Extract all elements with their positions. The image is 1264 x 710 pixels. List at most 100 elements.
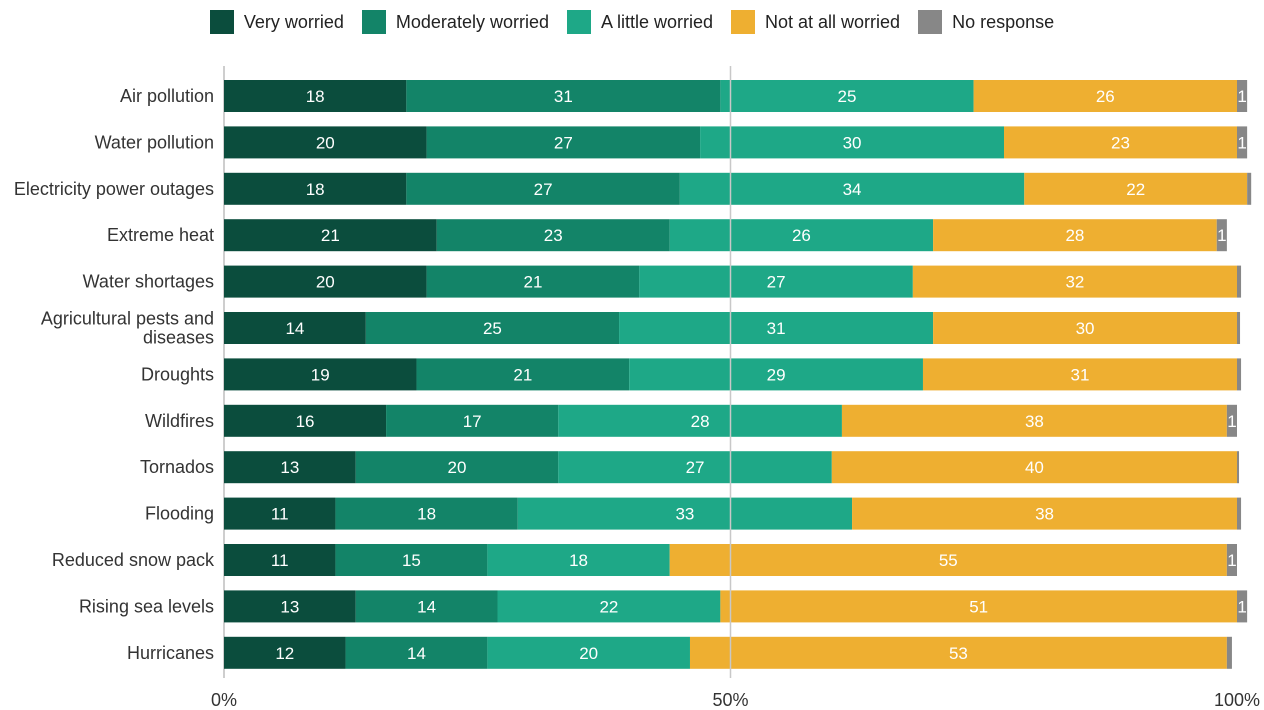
data-label: 14 bbox=[417, 597, 436, 616]
data-label: 14 bbox=[285, 319, 304, 338]
bar-segment bbox=[558, 404, 842, 437]
bar-segment bbox=[852, 497, 1237, 530]
bar-segment bbox=[831, 451, 1237, 484]
legend-item: Not at all worried bbox=[731, 10, 900, 34]
bar-segment bbox=[224, 219, 437, 252]
bar-segment bbox=[1226, 404, 1237, 437]
data-label: 21 bbox=[524, 273, 543, 292]
data-label: 1 bbox=[1227, 412, 1236, 431]
bar-segment bbox=[619, 312, 934, 344]
bar-segment bbox=[497, 590, 721, 623]
bar-segment bbox=[365, 312, 620, 344]
category-label: Reduced snow pack bbox=[52, 550, 215, 570]
data-label: 31 bbox=[554, 87, 573, 106]
data-label: 26 bbox=[792, 226, 811, 245]
data-label: 1 bbox=[1227, 551, 1236, 570]
data-label: 18 bbox=[417, 505, 436, 524]
bar-segment bbox=[224, 172, 407, 205]
bar-segment bbox=[1216, 219, 1227, 252]
bar-segment bbox=[1024, 172, 1248, 205]
data-label: 1 bbox=[1237, 133, 1246, 152]
bar-segment bbox=[669, 219, 934, 252]
data-label: 22 bbox=[1126, 180, 1145, 199]
category-label: Droughts bbox=[141, 364, 214, 384]
bar-segment bbox=[1226, 636, 1232, 669]
bar-segment bbox=[224, 265, 427, 298]
category-label: Rising sea levels bbox=[79, 596, 214, 616]
chart-legend: Very worried Moderately worried A little w… bbox=[0, 10, 1264, 34]
category-label: Water pollution bbox=[95, 132, 214, 152]
bar-segment bbox=[841, 404, 1227, 437]
category-label: Air pollution bbox=[120, 86, 214, 106]
category-label: Hurricanes bbox=[127, 643, 214, 663]
data-label: 20 bbox=[316, 273, 335, 292]
bar-segment bbox=[416, 358, 630, 391]
bar-segment bbox=[224, 312, 366, 344]
data-label: 16 bbox=[296, 412, 315, 431]
bar-segment bbox=[700, 126, 1005, 159]
bar-segment bbox=[224, 80, 407, 112]
bar-segment bbox=[1237, 126, 1248, 159]
bar-segment bbox=[426, 265, 640, 298]
bar-segment bbox=[1237, 451, 1240, 484]
bar-segment bbox=[639, 265, 913, 298]
legend-label: A little worried bbox=[600, 11, 714, 32]
legend-swatch bbox=[731, 10, 756, 34]
data-label: 14 bbox=[407, 644, 426, 663]
legend-label: Moderately worried bbox=[395, 11, 549, 32]
data-label: 12 bbox=[275, 644, 294, 663]
bar-segment bbox=[1237, 80, 1248, 112]
bar-segment bbox=[1237, 497, 1242, 530]
bar-segment bbox=[720, 590, 1237, 623]
category-label: Extreme heat bbox=[107, 225, 214, 245]
bar-segment bbox=[355, 590, 498, 623]
bar-segment bbox=[355, 451, 559, 484]
x-tick-label: 0% bbox=[211, 690, 237, 710]
bar-segment bbox=[224, 358, 417, 391]
data-label: 31 bbox=[1071, 365, 1090, 384]
bar-segment bbox=[335, 497, 518, 530]
bar-segment bbox=[629, 358, 923, 391]
bar-segment bbox=[224, 544, 336, 576]
legend-label: No response bbox=[952, 11, 1055, 32]
bar-segment bbox=[517, 497, 853, 530]
legend-label: Very worried bbox=[243, 11, 344, 32]
data-label: 18 bbox=[569, 551, 588, 570]
bar-segment bbox=[1237, 590, 1248, 623]
data-label: 20 bbox=[448, 458, 467, 477]
data-label: 28 bbox=[1065, 226, 1084, 245]
legend-item: No response bbox=[918, 10, 1054, 34]
data-label: 25 bbox=[838, 87, 857, 106]
bar-segment bbox=[224, 451, 356, 484]
data-label: 22 bbox=[599, 597, 618, 616]
data-label: 15 bbox=[402, 551, 421, 570]
legend-swatch bbox=[566, 10, 591, 34]
data-label: 31 bbox=[767, 319, 786, 338]
data-label: 20 bbox=[316, 133, 335, 152]
data-label: 51 bbox=[969, 597, 988, 616]
data-label: 13 bbox=[280, 597, 299, 616]
bar-segment bbox=[406, 80, 721, 112]
bar-segment bbox=[1247, 172, 1252, 205]
bar-segment bbox=[224, 126, 427, 159]
bar-segment bbox=[912, 265, 1237, 298]
category-label: Tornados bbox=[140, 457, 214, 477]
x-tick-label: 100% bbox=[1214, 690, 1260, 710]
data-label: 11 bbox=[271, 551, 289, 570]
bar-segment bbox=[224, 636, 346, 669]
bar-segment bbox=[973, 80, 1237, 112]
data-label: 27 bbox=[534, 180, 553, 199]
bar-segment bbox=[224, 590, 356, 623]
legend-label: Not at all worried bbox=[765, 11, 901, 32]
bar-segment bbox=[1004, 126, 1237, 159]
data-label: 38 bbox=[1025, 412, 1044, 431]
bar-segment bbox=[558, 451, 832, 484]
data-label: 33 bbox=[675, 505, 694, 524]
bar-segment bbox=[1237, 265, 1242, 298]
data-label: 13 bbox=[280, 458, 299, 477]
data-label: 32 bbox=[1065, 273, 1084, 292]
bar-segment bbox=[386, 404, 559, 437]
category-label: Flooding bbox=[145, 504, 214, 524]
data-label: 19 bbox=[311, 365, 330, 384]
